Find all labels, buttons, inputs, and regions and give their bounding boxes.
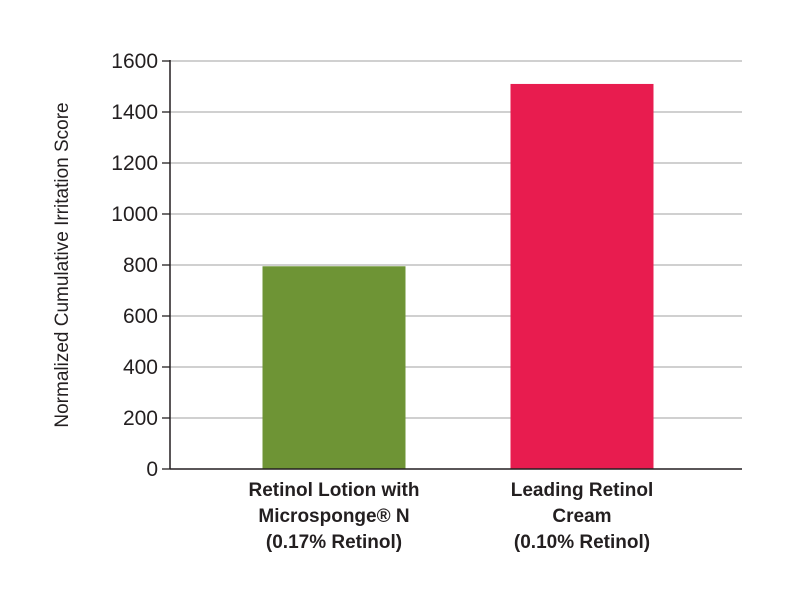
category-label-line: Retinol Lotion with xyxy=(248,480,420,501)
y-tick-label: 200 xyxy=(123,407,158,430)
category-label-retinol-lotion: Retinol Lotion with Microsponge® N (0.17… xyxy=(214,478,454,556)
category-label-line: Cream xyxy=(552,506,612,527)
category-label-line: Microsponge® N xyxy=(258,506,410,527)
category-label-line: (0.17% Retinol) xyxy=(265,532,403,553)
bars xyxy=(262,83,654,469)
category-label-line: Leading Retinol xyxy=(510,480,654,501)
y-tick-label: 1000 xyxy=(111,203,158,226)
y-tick-label: 1400 xyxy=(111,101,158,124)
y-tick-labels: 0 200 400 600 800 1000 1200 1400 1600 xyxy=(111,50,170,481)
category-label-line: (0.10% Retinol) xyxy=(513,532,651,553)
y-tick-label: 1200 xyxy=(111,152,158,175)
bar-retinol-cream xyxy=(510,83,654,469)
y-tick-label: 400 xyxy=(123,356,158,379)
gridlines xyxy=(170,60,742,419)
y-tick-label: 0 xyxy=(146,458,158,481)
y-tick-label: 1600 xyxy=(111,50,158,73)
y-tick-label: 600 xyxy=(123,305,158,328)
bar-retinol-lotion xyxy=(262,266,406,469)
category-label-retinol-cream: Leading Retinol Cream (0.10% Retinol) xyxy=(462,478,702,556)
y-axis-label: Normalized Cumulative Irritation Score xyxy=(52,102,73,427)
y-tick-label: 800 xyxy=(123,254,158,277)
